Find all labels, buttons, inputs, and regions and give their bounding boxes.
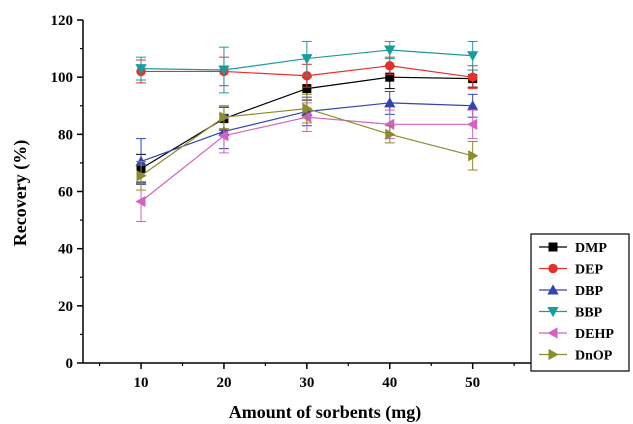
legend-item-dnop: DnOP	[539, 349, 613, 364]
legend-marker-dnop	[548, 348, 559, 361]
legend-item-dep: DEP	[539, 263, 603, 278]
data-point-dnop	[302, 102, 313, 115]
y-tick-label: 60	[58, 185, 73, 201]
data-point-dbp	[135, 155, 147, 166]
data-point-bbp	[218, 65, 230, 76]
legend-box	[530, 233, 630, 372]
legend-label-dnop: DnOP	[575, 349, 613, 364]
data-point-dmp	[385, 72, 395, 82]
data-point-bbp	[301, 54, 313, 65]
y-axis-label: Recovery (%)	[10, 140, 31, 246]
data-point-dbp	[467, 100, 479, 111]
legend-label-dep: DEP	[575, 263, 603, 278]
y-tick-label: 40	[58, 242, 73, 258]
legend-marker-dbp	[547, 284, 559, 295]
legend-item-dbp: DBP	[539, 284, 603, 299]
series-bbp	[135, 40, 479, 94]
y-tick-label: 120	[51, 13, 74, 29]
legend-item-dmp: DMP	[539, 241, 607, 256]
data-point-dep	[385, 61, 395, 71]
legend-marker-dehp	[547, 327, 558, 339]
x-tick-label: 10	[134, 375, 149, 391]
data-point-dep	[467, 72, 478, 82]
series-layer	[135, 40, 479, 223]
data-point-bbp	[384, 45, 396, 56]
data-point-dnop	[468, 150, 479, 162]
legend-marker-dmp	[548, 242, 558, 252]
x-axis-label: Amount of sorbents (mg)	[229, 402, 422, 423]
data-point-dehp	[218, 130, 229, 142]
y-tick-label: 80	[58, 127, 73, 143]
legend-label-dmp: DMP	[575, 241, 607, 256]
axes: 0 20 40 60 80 100 120 10 20 30 40 50	[51, 13, 539, 391]
legend: DMP DEP DBP BBP DEHP DnOP	[530, 233, 630, 372]
data-point-bbp	[467, 51, 479, 62]
data-point-dnop	[219, 111, 230, 123]
data-point-dmp	[302, 84, 312, 94]
data-point-dnop	[136, 170, 147, 182]
legend-label-bbp: BBP	[575, 306, 603, 321]
legend-label-dbp: DBP	[575, 284, 603, 299]
x-tick-label: 20	[216, 375, 231, 391]
data-point-bbp	[135, 64, 147, 75]
legend-label-dehp: DEHP	[575, 327, 614, 342]
legend-marker-bbp	[547, 307, 559, 318]
y-tick-label: 20	[58, 299, 73, 315]
data-point-dehp	[301, 111, 312, 123]
x-tick-label: 50	[465, 375, 480, 391]
data-point-dnop	[385, 128, 396, 140]
data-point-dehp	[135, 195, 146, 208]
legend-item-bbp: BBP	[539, 306, 603, 321]
legend-item-dehp: DEHP	[539, 327, 614, 342]
data-point-dehp	[384, 118, 395, 130]
x-tick-label: 30	[299, 375, 314, 391]
data-point-dehp	[467, 118, 478, 130]
y-tick-label: 0	[66, 356, 74, 372]
series-dnop	[136, 93, 479, 191]
x-tick-label: 40	[382, 375, 397, 391]
data-point-dbp	[384, 97, 396, 108]
y-tick-label: 100	[51, 70, 74, 86]
legend-marker-dep	[548, 263, 558, 274]
